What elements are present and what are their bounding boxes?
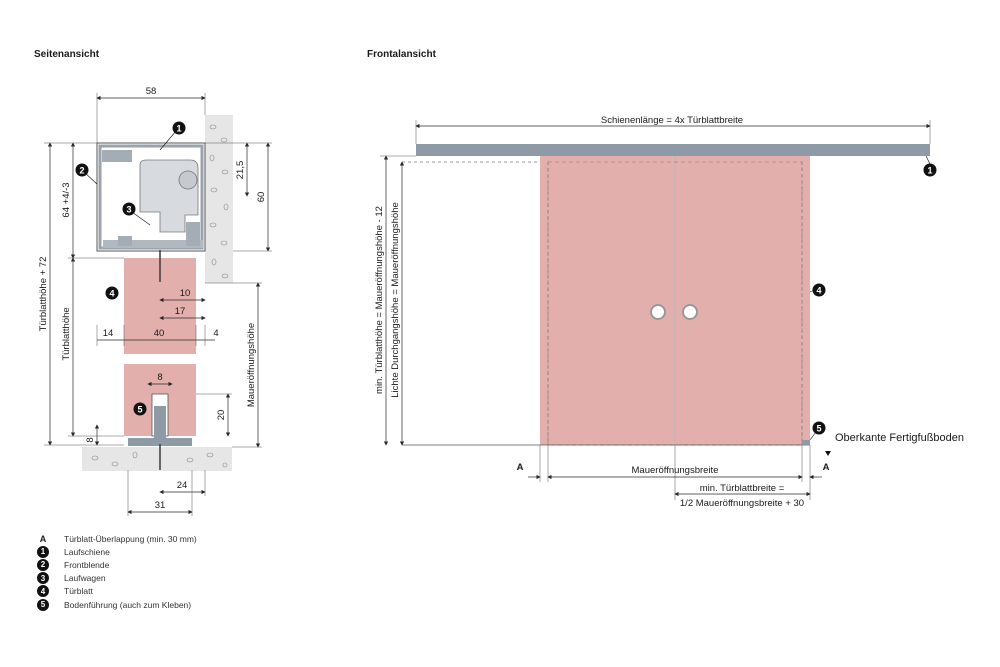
- legend-item-3: 3 Laufwagen: [34, 572, 334, 585]
- dim-maueroeffnungsbreite: Maueröffnungsbreite: [632, 465, 719, 476]
- legend-item-4: 4 Türblatt: [34, 585, 334, 598]
- floor-level-arrow: [825, 451, 831, 456]
- svg-text:5: 5: [137, 405, 142, 415]
- dim-17: 17: [175, 306, 186, 317]
- dim-60: 60: [256, 192, 267, 203]
- legend-item-1: 1 Laufschiene: [34, 545, 334, 558]
- handle-right: [682, 304, 698, 320]
- legend-badge: 4: [37, 585, 49, 598]
- badge-2-side: 2: [75, 163, 98, 185]
- front-view-title: Frontalansicht: [367, 49, 437, 60]
- legend-badge: 3: [37, 572, 49, 585]
- badge-4-side: 4: [105, 286, 119, 300]
- svg-text:1: 1: [176, 124, 181, 134]
- dim-schienenlaenge: Schienenlänge = 4x Türblattbreite: [601, 115, 743, 126]
- dim-31: 31: [155, 500, 166, 511]
- concrete-floor: [82, 447, 232, 471]
- badge-1-side: 1: [159, 121, 186, 151]
- svg-text:2: 2: [79, 166, 84, 176]
- dim-min-turblattbreite-2: 1/2 Maueröffnungsbreite + 30: [680, 498, 804, 509]
- dim-10: 10: [180, 288, 191, 299]
- badge-4-front: 4: [809, 283, 826, 297]
- dim-min-turblatthoehe: min. Türblatthöhe = Maueröffnungshöhe - …: [374, 206, 385, 394]
- dim-maueroeffnungshoehe: Maueröffnungshöhe: [246, 323, 257, 407]
- aluminium-profile: [96, 142, 206, 252]
- oberkante-label: Oberkante Fertigfußboden: [835, 432, 964, 444]
- legend-text: Frontblende: [64, 559, 110, 570]
- dim-a-right: A: [823, 462, 830, 473]
- legend-item-a: A Türblatt-Überlappung (min. 30 mm): [34, 532, 334, 545]
- svg-text:1: 1: [927, 166, 932, 176]
- dim-58: 58: [146, 86, 157, 97]
- legend-item-5: 5 Bodenführung (auch zum Kleben): [34, 598, 334, 611]
- badge-5-side: 5: [133, 402, 147, 416]
- legend-badge: 2: [37, 558, 49, 571]
- door-right: [676, 156, 810, 445]
- legend-text: Laufschiene: [64, 546, 110, 557]
- dim-lichte-durchgangshoehe: Lichte Durchgangshöhe = Maueröffnungshöh…: [390, 202, 401, 398]
- legend: A Türblatt-Überlappung (min. 30 mm) 1 La…: [34, 532, 334, 611]
- concrete-texture: [209, 124, 229, 279]
- legend-text: Türblatt-Überlappung (min. 30 mm): [64, 533, 197, 544]
- dim-turblatthoehe-72: Türblatthöhe + 72: [38, 257, 49, 332]
- legend-text: Bodenführung (auch zum Kleben): [64, 599, 192, 610]
- legend-badge: 5: [37, 598, 49, 611]
- dim-a-left: A: [517, 462, 524, 473]
- dim-8-left: 8: [85, 437, 96, 442]
- dim-min-turblattbreite-1: min. Türblattbreite =: [700, 483, 785, 494]
- badge-3-side: 3: [122, 202, 151, 226]
- dim-8-top: 8: [157, 372, 162, 383]
- laufschiene: [102, 150, 132, 162]
- badge-5-front: 5: [809, 421, 826, 441]
- dim-21-5: 21,5: [235, 161, 246, 180]
- front-view: Schienenlänge = 4x Türblattbreite min. T…: [374, 115, 964, 509]
- svg-text:4: 4: [816, 286, 821, 296]
- legend-item-2: 2 Frontblende: [34, 558, 334, 571]
- dim-64: 64 +4/-3: [61, 182, 72, 217]
- laufschiene-front: [416, 144, 930, 156]
- legend-badge: 1: [37, 545, 49, 558]
- door-left: [540, 156, 674, 445]
- legend-text: Türblatt: [64, 586, 93, 597]
- side-view-title: Seitenansicht: [34, 49, 100, 60]
- legend-key-a: A: [39, 533, 47, 544]
- svg-text:4: 4: [109, 289, 114, 299]
- legend-text: Laufwagen: [64, 573, 106, 584]
- dim-40: 40: [154, 328, 165, 339]
- svg-text:3: 3: [126, 205, 131, 215]
- dim-14: 14: [103, 328, 114, 339]
- handle-left: [650, 304, 666, 320]
- dim-24: 24: [177, 480, 188, 491]
- dim-turblatthoehe: Türblatthöhe: [61, 307, 72, 360]
- bodenfuehrung: [154, 406, 166, 440]
- dim-4: 4: [213, 328, 218, 339]
- concrete-wall: [205, 115, 233, 283]
- svg-text:5: 5: [816, 424, 821, 434]
- side-view: 58 21,5 60 64 +4/-3 Türblatthöhe + 72 Tü…: [38, 86, 272, 516]
- dim-20: 20: [216, 410, 227, 421]
- badge-1-front: 1: [923, 155, 937, 177]
